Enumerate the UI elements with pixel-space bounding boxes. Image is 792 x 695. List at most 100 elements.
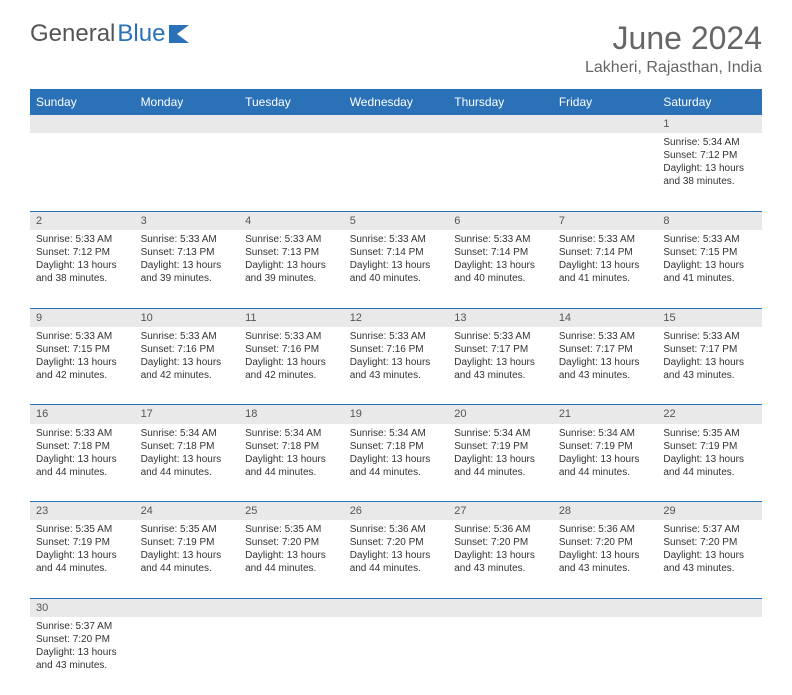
day-number-cell: 25 bbox=[239, 502, 344, 521]
day-number-cell: 15 bbox=[657, 308, 762, 327]
day-cell: Sunrise: 5:34 AMSunset: 7:18 PMDaylight:… bbox=[239, 424, 344, 502]
day-number-cell: 2 bbox=[30, 211, 135, 230]
daylight-line: Daylight: 13 hours and 43 minutes. bbox=[559, 549, 652, 575]
day-number-cell: 3 bbox=[135, 211, 240, 230]
day-number-cell: 19 bbox=[344, 405, 449, 424]
day-number-cell: 8 bbox=[657, 211, 762, 230]
day-cell bbox=[30, 133, 135, 211]
day-cell: Sunrise: 5:33 AMSunset: 7:14 PMDaylight:… bbox=[553, 230, 658, 308]
day-cell: Sunrise: 5:33 AMSunset: 7:16 PMDaylight:… bbox=[344, 327, 449, 405]
day-header: Friday bbox=[553, 89, 658, 115]
daylight-line: Daylight: 13 hours and 44 minutes. bbox=[454, 453, 547, 479]
day-number-cell: 10 bbox=[135, 308, 240, 327]
day-cell bbox=[553, 617, 658, 695]
sunrise-line: Sunrise: 5:36 AM bbox=[454, 523, 547, 536]
day-content-row: Sunrise: 5:34 AMSunset: 7:12 PMDaylight:… bbox=[30, 133, 762, 211]
sunset-line: Sunset: 7:16 PM bbox=[350, 343, 443, 356]
day-cell: Sunrise: 5:35 AMSunset: 7:20 PMDaylight:… bbox=[239, 520, 344, 598]
sunset-line: Sunset: 7:13 PM bbox=[245, 246, 338, 259]
brand-logo: GeneralBlue bbox=[30, 20, 195, 48]
sunrise-line: Sunrise: 5:33 AM bbox=[663, 233, 756, 246]
title-block: June 2024 Lakheri, Rajasthan, India bbox=[585, 20, 762, 77]
sunrise-line: Sunrise: 5:33 AM bbox=[141, 233, 234, 246]
day-cell bbox=[344, 617, 449, 695]
sunset-line: Sunset: 7:16 PM bbox=[245, 343, 338, 356]
day-number-cell bbox=[657, 598, 762, 617]
daylight-line: Daylight: 13 hours and 44 minutes. bbox=[245, 549, 338, 575]
sunset-line: Sunset: 7:13 PM bbox=[141, 246, 234, 259]
daylight-line: Daylight: 13 hours and 44 minutes. bbox=[36, 453, 129, 479]
daylight-line: Daylight: 13 hours and 43 minutes. bbox=[350, 356, 443, 382]
header-bar: GeneralBlue June 2024 Lakheri, Rajasthan… bbox=[30, 20, 762, 77]
day-cell bbox=[135, 617, 240, 695]
daylight-line: Daylight: 13 hours and 44 minutes. bbox=[36, 549, 129, 575]
day-header: Monday bbox=[135, 89, 240, 115]
sunset-line: Sunset: 7:16 PM bbox=[141, 343, 234, 356]
day-number-cell: 14 bbox=[553, 308, 658, 327]
sunrise-line: Sunrise: 5:35 AM bbox=[663, 427, 756, 440]
sunset-line: Sunset: 7:17 PM bbox=[663, 343, 756, 356]
day-cell bbox=[448, 617, 553, 695]
daylight-line: Daylight: 13 hours and 43 minutes. bbox=[36, 646, 129, 672]
sunset-line: Sunset: 7:17 PM bbox=[559, 343, 652, 356]
day-cell: Sunrise: 5:33 AMSunset: 7:13 PMDaylight:… bbox=[239, 230, 344, 308]
day-number-cell: 9 bbox=[30, 308, 135, 327]
day-cell: Sunrise: 5:33 AMSunset: 7:14 PMDaylight:… bbox=[344, 230, 449, 308]
day-cell bbox=[553, 133, 658, 211]
sunset-line: Sunset: 7:19 PM bbox=[663, 440, 756, 453]
day-cell: Sunrise: 5:34 AMSunset: 7:18 PMDaylight:… bbox=[344, 424, 449, 502]
sunrise-line: Sunrise: 5:33 AM bbox=[36, 330, 129, 343]
sunset-line: Sunset: 7:20 PM bbox=[559, 536, 652, 549]
day-cell: Sunrise: 5:33 AMSunset: 7:17 PMDaylight:… bbox=[553, 327, 658, 405]
sunrise-line: Sunrise: 5:37 AM bbox=[663, 523, 756, 536]
sunset-line: Sunset: 7:19 PM bbox=[141, 536, 234, 549]
sunrise-line: Sunrise: 5:36 AM bbox=[559, 523, 652, 536]
daylight-line: Daylight: 13 hours and 44 minutes. bbox=[245, 453, 338, 479]
day-number-cell: 16 bbox=[30, 405, 135, 424]
day-header-row: SundayMondayTuesdayWednesdayThursdayFrid… bbox=[30, 89, 762, 115]
calendar-body: 1Sunrise: 5:34 AMSunset: 7:12 PMDaylight… bbox=[30, 115, 762, 695]
sunset-line: Sunset: 7:20 PM bbox=[350, 536, 443, 549]
sunrise-line: Sunrise: 5:33 AM bbox=[141, 330, 234, 343]
daylight-line: Daylight: 13 hours and 44 minutes. bbox=[350, 549, 443, 575]
sunset-line: Sunset: 7:18 PM bbox=[36, 440, 129, 453]
day-cell: Sunrise: 5:35 AMSunset: 7:19 PMDaylight:… bbox=[657, 424, 762, 502]
day-cell bbox=[344, 133, 449, 211]
day-cell: Sunrise: 5:33 AMSunset: 7:16 PMDaylight:… bbox=[239, 327, 344, 405]
day-header: Wednesday bbox=[344, 89, 449, 115]
daylight-line: Daylight: 13 hours and 43 minutes. bbox=[559, 356, 652, 382]
daylight-line: Daylight: 13 hours and 43 minutes. bbox=[454, 549, 547, 575]
day-header: Sunday bbox=[30, 89, 135, 115]
sunrise-line: Sunrise: 5:34 AM bbox=[663, 136, 756, 149]
sunset-line: Sunset: 7:12 PM bbox=[663, 149, 756, 162]
sunrise-line: Sunrise: 5:33 AM bbox=[36, 233, 129, 246]
daylight-line: Daylight: 13 hours and 44 minutes. bbox=[663, 453, 756, 479]
sunrise-line: Sunrise: 5:33 AM bbox=[350, 233, 443, 246]
daylight-line: Daylight: 13 hours and 43 minutes. bbox=[663, 549, 756, 575]
daylight-line: Daylight: 13 hours and 42 minutes. bbox=[141, 356, 234, 382]
daylight-line: Daylight: 13 hours and 39 minutes. bbox=[141, 259, 234, 285]
sunrise-line: Sunrise: 5:33 AM bbox=[245, 233, 338, 246]
sunset-line: Sunset: 7:17 PM bbox=[454, 343, 547, 356]
flag-icon bbox=[169, 25, 195, 43]
day-cell bbox=[657, 617, 762, 695]
sunset-line: Sunset: 7:20 PM bbox=[245, 536, 338, 549]
daylight-line: Daylight: 13 hours and 38 minutes. bbox=[663, 162, 756, 188]
daynum-row: 16171819202122 bbox=[30, 405, 762, 424]
day-number-cell bbox=[239, 115, 344, 133]
day-number-cell: 17 bbox=[135, 405, 240, 424]
sunset-line: Sunset: 7:18 PM bbox=[245, 440, 338, 453]
daylight-line: Daylight: 13 hours and 40 minutes. bbox=[454, 259, 547, 285]
sunrise-line: Sunrise: 5:33 AM bbox=[663, 330, 756, 343]
sunset-line: Sunset: 7:20 PM bbox=[454, 536, 547, 549]
sunset-line: Sunset: 7:18 PM bbox=[141, 440, 234, 453]
day-number-cell: 12 bbox=[344, 308, 449, 327]
day-cell: Sunrise: 5:33 AMSunset: 7:17 PMDaylight:… bbox=[657, 327, 762, 405]
daylight-line: Daylight: 13 hours and 43 minutes. bbox=[663, 356, 756, 382]
daylight-line: Daylight: 13 hours and 39 minutes. bbox=[245, 259, 338, 285]
sunrise-line: Sunrise: 5:33 AM bbox=[454, 233, 547, 246]
day-number-cell: 1 bbox=[657, 115, 762, 133]
day-number-cell: 26 bbox=[344, 502, 449, 521]
day-number-cell: 21 bbox=[553, 405, 658, 424]
sunrise-line: Sunrise: 5:34 AM bbox=[559, 427, 652, 440]
